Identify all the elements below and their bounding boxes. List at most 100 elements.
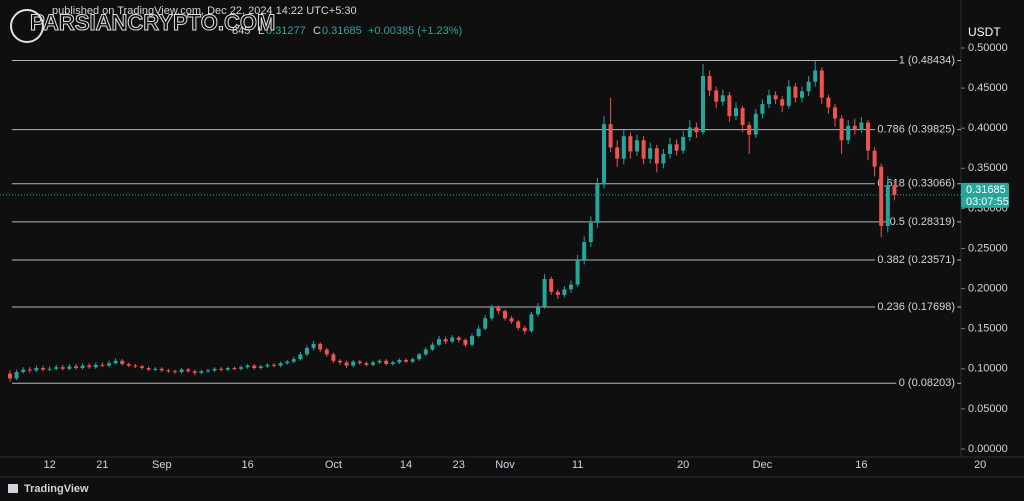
y-tick-label: 0.20000 bbox=[968, 283, 1008, 295]
candle-body bbox=[364, 363, 369, 365]
candle-body bbox=[430, 344, 435, 350]
x-tick-label: Nov bbox=[495, 459, 515, 471]
level-label: 0.236 (0.17698) bbox=[877, 301, 955, 313]
level-label: 0.5 (0.28319) bbox=[890, 216, 955, 228]
candle-body bbox=[67, 366, 72, 369]
x-tick-label: Sep bbox=[152, 459, 172, 471]
y-tick-label: 0.10000 bbox=[968, 363, 1008, 375]
candle-body bbox=[575, 259, 580, 285]
candle-body bbox=[641, 140, 646, 159]
candle-body bbox=[635, 140, 639, 152]
candle-body bbox=[872, 150, 877, 167]
candle-body bbox=[219, 368, 224, 370]
candle-body bbox=[707, 76, 712, 91]
brand: TradingView bbox=[24, 483, 89, 495]
candle-body bbox=[199, 371, 204, 373]
level-label: 0.786 (0.39825) bbox=[877, 124, 955, 136]
candle-body bbox=[813, 70, 818, 82]
candle-body bbox=[140, 366, 144, 368]
candle-body bbox=[47, 368, 52, 370]
watermark: PARSIANCRYPTO.COM bbox=[30, 10, 275, 35]
candle-body bbox=[892, 185, 897, 195]
candle-body bbox=[291, 359, 296, 362]
y-tick-label: 0.35000 bbox=[968, 162, 1008, 174]
candle-body bbox=[470, 335, 474, 345]
low-value: 0.31277 bbox=[266, 25, 306, 37]
candle-body bbox=[173, 371, 177, 373]
candle-body bbox=[489, 307, 494, 319]
candle-body bbox=[8, 373, 12, 379]
y-axis-label: USDT bbox=[968, 25, 1001, 39]
candle-body bbox=[377, 360, 382, 363]
candle-body bbox=[866, 122, 870, 151]
candle-body bbox=[27, 369, 32, 371]
candle-body bbox=[503, 311, 507, 319]
candle-body bbox=[549, 278, 554, 292]
candle-body bbox=[701, 76, 705, 133]
candle-body bbox=[107, 363, 111, 366]
candle-body bbox=[423, 349, 428, 355]
candle-body bbox=[54, 367, 59, 369]
candle-body bbox=[357, 361, 362, 364]
candle-body bbox=[668, 144, 672, 154]
candle-body bbox=[463, 339, 468, 345]
candle-body bbox=[272, 364, 276, 366]
candle-body bbox=[522, 327, 527, 332]
candle-body bbox=[628, 136, 633, 152]
candle-body bbox=[404, 359, 408, 362]
candle-body bbox=[390, 362, 395, 364]
y-tick-label: 0.40000 bbox=[968, 122, 1008, 134]
candle-body bbox=[239, 367, 243, 369]
candle-body bbox=[417, 354, 422, 360]
x-tick-label: 20 bbox=[677, 459, 689, 471]
candle-body bbox=[305, 347, 309, 355]
candle-body bbox=[120, 360, 125, 364]
candle-body bbox=[720, 95, 725, 102]
candle-body bbox=[41, 367, 45, 370]
candle-body bbox=[34, 367, 39, 371]
candle-body bbox=[100, 364, 105, 366]
y-tick-label: 0.50000 bbox=[968, 42, 1008, 54]
candle-body bbox=[806, 81, 811, 92]
candle-body bbox=[496, 307, 501, 312]
candle-body bbox=[252, 365, 257, 368]
close-label: C bbox=[313, 25, 321, 37]
candle-body bbox=[331, 354, 336, 361]
candle-body bbox=[166, 370, 171, 372]
candle-body bbox=[311, 343, 316, 348]
logo-mark bbox=[8, 484, 18, 493]
candle-body bbox=[179, 369, 184, 373]
candle-body bbox=[780, 99, 785, 106]
x-tick-label: 16 bbox=[855, 459, 867, 471]
candle-body bbox=[595, 184, 600, 223]
candle-body bbox=[456, 337, 461, 340]
candle-body bbox=[773, 95, 778, 100]
candle-body bbox=[93, 364, 98, 368]
candle-body bbox=[397, 359, 402, 363]
candle-body bbox=[476, 328, 481, 336]
candle-body bbox=[800, 91, 804, 98]
candle-body bbox=[654, 148, 659, 164]
candle-body bbox=[338, 360, 342, 363]
candle-body bbox=[159, 368, 164, 371]
x-tick-label: 14 bbox=[400, 459, 412, 471]
candle-body bbox=[793, 86, 798, 98]
candle-body bbox=[819, 70, 824, 98]
candle-body bbox=[21, 369, 26, 373]
candle-body bbox=[371, 362, 375, 365]
candle-body bbox=[483, 318, 488, 329]
candle-body bbox=[727, 95, 732, 117]
candle-body bbox=[648, 148, 653, 159]
candle-body bbox=[344, 362, 349, 366]
level-label: 0.382 (0.23571) bbox=[877, 254, 955, 266]
y-tick-label: 0.45000 bbox=[968, 82, 1008, 94]
candle-body bbox=[569, 284, 573, 290]
candle-body bbox=[14, 372, 19, 379]
candle-body bbox=[714, 90, 719, 102]
candle-body bbox=[437, 339, 441, 345]
y-tick-label: 0.25000 bbox=[968, 242, 1008, 254]
x-tick-label: 16 bbox=[241, 459, 253, 471]
x-tick-label: 20 bbox=[974, 459, 986, 471]
